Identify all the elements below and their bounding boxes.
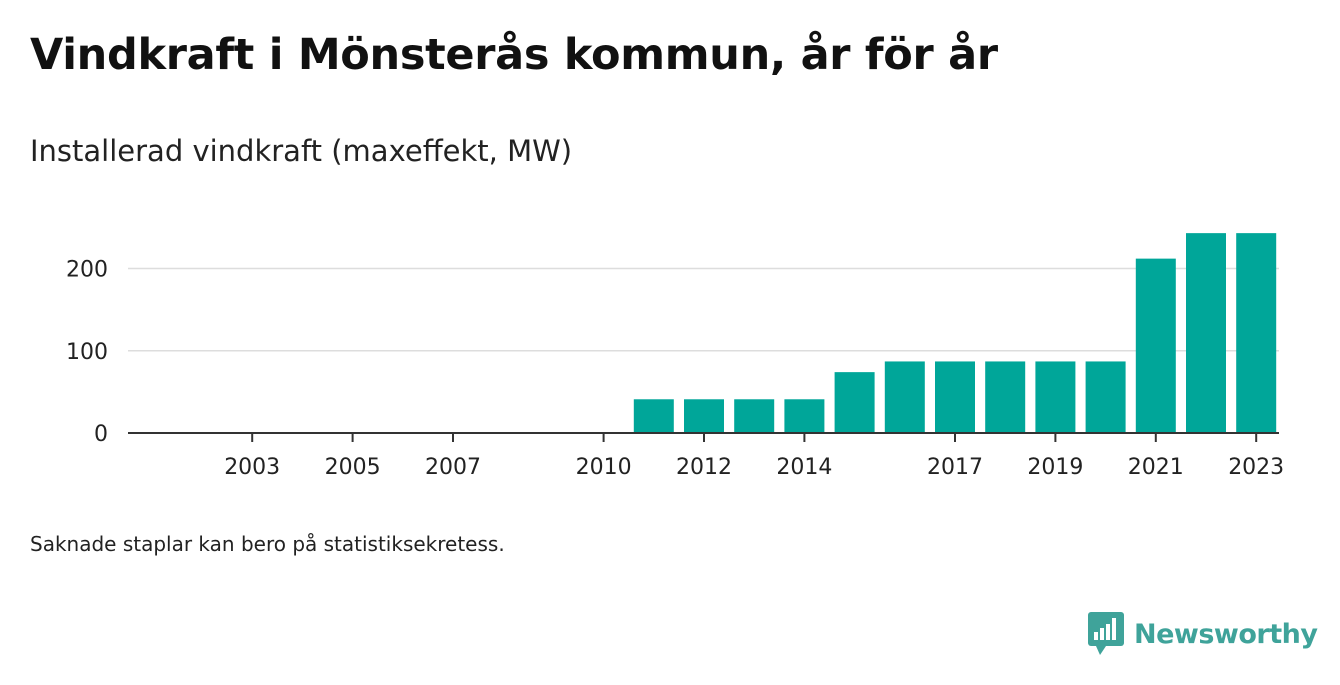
bar-2012 (684, 399, 724, 433)
footnote: Saknade staplar kan bero på statistiksek… (30, 532, 505, 556)
x-tick-label: 2012 (676, 455, 732, 480)
x-tick-label: 2021 (1128, 455, 1184, 480)
bar-2022 (1186, 233, 1226, 433)
x-tick-label: 2019 (1027, 455, 1083, 480)
chart-subtitle: Installerad vindkraft (maxeffekt, MW) (30, 134, 573, 168)
chart-title: Vindkraft i Mönsterås kommun, år för år (30, 30, 998, 80)
bar-2023 (1236, 233, 1277, 433)
tick-labels: 0 100 200 2003 2005 2007 2010 2012 2014 2017 2019 2… (66, 258, 1284, 481)
bar-2020 (1085, 361, 1126, 433)
x-tick-label: 2014 (776, 455, 832, 480)
bar-2014 (784, 399, 825, 433)
brand-name: Newsworthy (1134, 618, 1318, 650)
bar-2017 (935, 361, 975, 433)
x-tick-label: 2017 (927, 455, 983, 480)
y-tick-label: 100 (66, 340, 108, 365)
x-tick-label: 2010 (576, 455, 632, 480)
bar-2016 (884, 361, 925, 433)
bar-2015 (834, 372, 875, 433)
axes (128, 432, 1279, 442)
y-tick-label: 200 (66, 258, 108, 283)
bar-chart: 0 100 200 2003 2005 2007 2010 2012 2014 2017 2019 2… (66, 233, 1284, 481)
x-tick-label: 2023 (1228, 455, 1284, 480)
x-tick-label: 2007 (425, 455, 481, 480)
bar-2011 (633, 399, 674, 433)
y-tick-label: 0 (94, 422, 108, 447)
grid-lines (128, 267, 1279, 352)
bar-2018 (985, 361, 1026, 433)
newsworthy-brand: Newsworthy (1088, 612, 1318, 656)
newsworthy-logo-icon (1088, 612, 1124, 655)
bar-2021 (1135, 258, 1176, 433)
bar-2019 (1035, 361, 1076, 433)
x-tick-label: 2005 (325, 455, 381, 480)
x-tick-label: 2003 (224, 455, 280, 480)
bar-2013 (734, 399, 775, 433)
bars (633, 233, 1277, 433)
